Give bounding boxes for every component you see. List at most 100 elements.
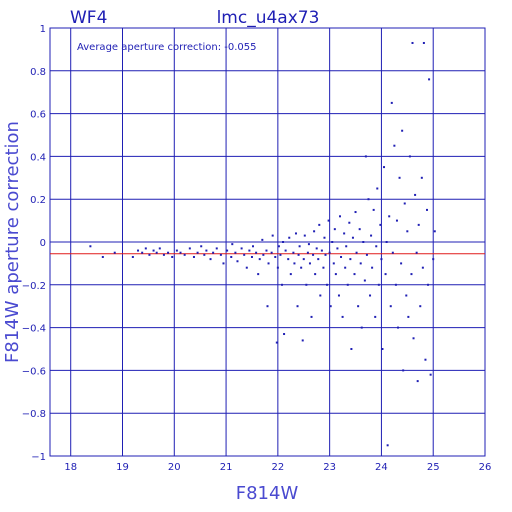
data-point bbox=[312, 253, 315, 256]
x-tick-label: 23 bbox=[323, 462, 336, 473]
data-point bbox=[332, 262, 335, 265]
data-point bbox=[300, 266, 303, 269]
data-point bbox=[219, 253, 222, 256]
data-point bbox=[327, 219, 330, 222]
data-point bbox=[171, 255, 174, 258]
data-point bbox=[390, 101, 393, 104]
y-tick-label: 0.4 bbox=[30, 152, 46, 163]
data-point bbox=[334, 273, 337, 276]
data-point bbox=[388, 215, 391, 218]
data-point bbox=[372, 208, 375, 211]
data-point bbox=[391, 251, 394, 254]
data-point bbox=[349, 258, 352, 261]
data-point bbox=[275, 341, 278, 344]
data-point bbox=[141, 251, 144, 254]
data-point bbox=[200, 245, 203, 248]
data-point bbox=[310, 315, 313, 318]
data-point bbox=[281, 283, 283, 286]
data-point bbox=[353, 273, 356, 276]
data-point bbox=[289, 273, 292, 276]
x-tick-label: 24 bbox=[375, 462, 388, 473]
data-point bbox=[179, 251, 182, 254]
y-tick-label: −0.8 bbox=[22, 409, 46, 420]
x-tick-label: 20 bbox=[168, 462, 181, 473]
data-point bbox=[427, 283, 430, 286]
data-point bbox=[276, 266, 279, 269]
data-point bbox=[240, 247, 243, 250]
data-point bbox=[270, 251, 273, 254]
data-point bbox=[277, 245, 280, 248]
data-point bbox=[250, 255, 253, 258]
data-point bbox=[369, 294, 372, 297]
data-point bbox=[403, 202, 406, 205]
data-point bbox=[336, 247, 339, 250]
data-point bbox=[294, 232, 297, 235]
data-point bbox=[350, 348, 353, 350]
data-point bbox=[215, 247, 218, 250]
data-point bbox=[412, 337, 415, 340]
data-point bbox=[324, 253, 327, 256]
data-point bbox=[365, 253, 368, 256]
data-point bbox=[305, 283, 308, 286]
data-point bbox=[367, 198, 370, 201]
data-point bbox=[248, 249, 251, 252]
data-point bbox=[376, 187, 379, 190]
data-point bbox=[339, 215, 341, 218]
data-point bbox=[257, 273, 260, 276]
data-point bbox=[331, 241, 334, 243]
data-point bbox=[421, 266, 424, 269]
data-point bbox=[381, 348, 384, 350]
data-point bbox=[320, 249, 323, 252]
data-point bbox=[329, 305, 332, 308]
data-point bbox=[271, 234, 274, 237]
data-point bbox=[341, 315, 344, 318]
data-point bbox=[226, 249, 229, 252]
data-point bbox=[274, 255, 277, 258]
data-point bbox=[333, 228, 336, 231]
data-point bbox=[323, 236, 326, 239]
chart-title: lmc_u4ax73 bbox=[217, 8, 320, 28]
data-point bbox=[148, 253, 151, 256]
data-point bbox=[407, 315, 410, 318]
data-point bbox=[261, 238, 264, 241]
y-tick-labels: −1 −0.8 −0.6 −0.4 −0.2 0 0.2 0.4 0.6 0.8 1 bbox=[22, 24, 46, 463]
data-point bbox=[230, 255, 233, 258]
x-tick-label: 26 bbox=[479, 462, 492, 473]
data-point bbox=[313, 230, 316, 233]
data-point bbox=[89, 245, 92, 248]
data-point bbox=[419, 305, 422, 308]
data-point bbox=[292, 251, 295, 254]
data-point bbox=[279, 253, 282, 256]
data-point bbox=[375, 245, 378, 248]
y-tick-label: 0.8 bbox=[30, 67, 46, 78]
data-point bbox=[337, 294, 340, 297]
data-point bbox=[144, 247, 147, 250]
data-point bbox=[355, 251, 358, 254]
data-point bbox=[137, 249, 140, 252]
data-point bbox=[245, 266, 248, 269]
data-point bbox=[314, 273, 317, 276]
data-point bbox=[308, 262, 311, 265]
data-point bbox=[415, 251, 418, 254]
data-point bbox=[152, 249, 155, 252]
data-point bbox=[205, 249, 208, 252]
data-point bbox=[400, 262, 403, 265]
data-point bbox=[301, 339, 304, 342]
data-point bbox=[155, 251, 158, 254]
data-point bbox=[303, 234, 306, 237]
data-point bbox=[410, 273, 413, 276]
data-point bbox=[306, 251, 309, 254]
data-point bbox=[420, 176, 423, 179]
data-point bbox=[236, 260, 239, 263]
data-point bbox=[428, 78, 431, 81]
data-point bbox=[408, 155, 411, 158]
data-point bbox=[362, 241, 365, 243]
data-point bbox=[192, 255, 195, 258]
data-point bbox=[319, 294, 322, 297]
data-point bbox=[351, 236, 354, 239]
data-point bbox=[417, 223, 420, 226]
data-point bbox=[297, 253, 300, 256]
data-point bbox=[183, 253, 186, 256]
data-point bbox=[344, 266, 347, 269]
data-point bbox=[307, 243, 310, 246]
